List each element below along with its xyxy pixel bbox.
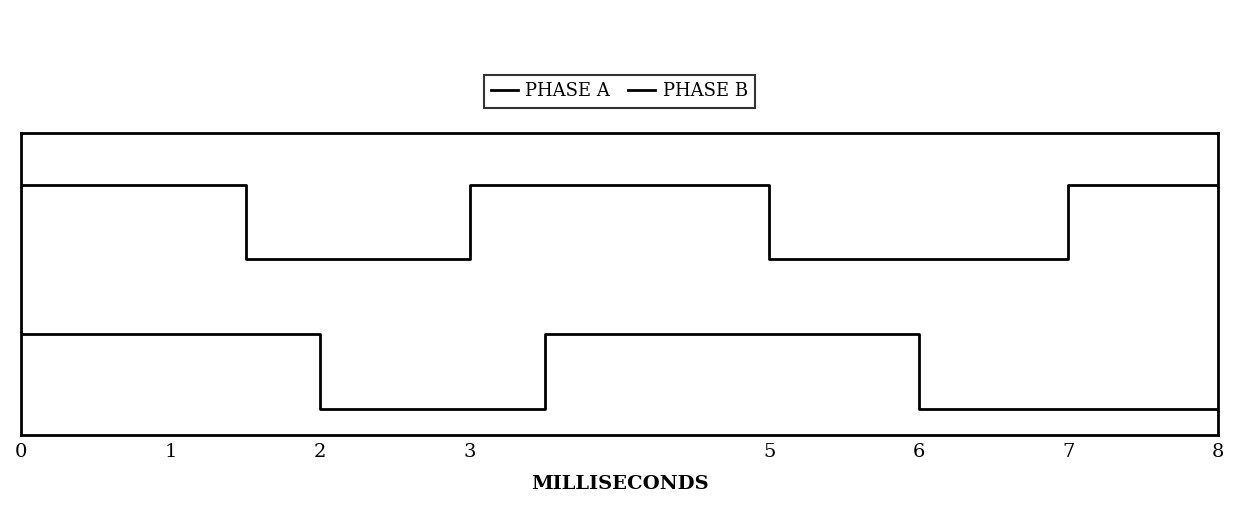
PHASE B [14, 331, 28, 337]
PHASE A [462, 257, 477, 263]
Line: PHASE A: PHASE A [21, 185, 1218, 260]
PHASE B [1211, 405, 1225, 411]
PHASE B [313, 331, 328, 337]
PHASE B [538, 405, 553, 411]
PHASE A [462, 182, 477, 188]
PHASE A [1211, 182, 1225, 188]
PHASE A [1061, 182, 1075, 188]
PHASE A [238, 182, 253, 188]
PHASE B [911, 405, 926, 411]
PHASE A [14, 182, 28, 188]
PHASE A [762, 182, 777, 188]
PHASE A [1061, 257, 1075, 263]
PHASE B [313, 405, 328, 411]
X-axis label: MILLISECONDS: MILLISECONDS [530, 475, 709, 493]
PHASE A [238, 257, 253, 263]
Line: PHASE B: PHASE B [21, 334, 1218, 408]
PHASE B [538, 331, 553, 337]
PHASE B [911, 331, 926, 337]
PHASE A [762, 257, 777, 263]
Legend: PHASE A, PHASE B: PHASE A, PHASE B [484, 75, 755, 108]
